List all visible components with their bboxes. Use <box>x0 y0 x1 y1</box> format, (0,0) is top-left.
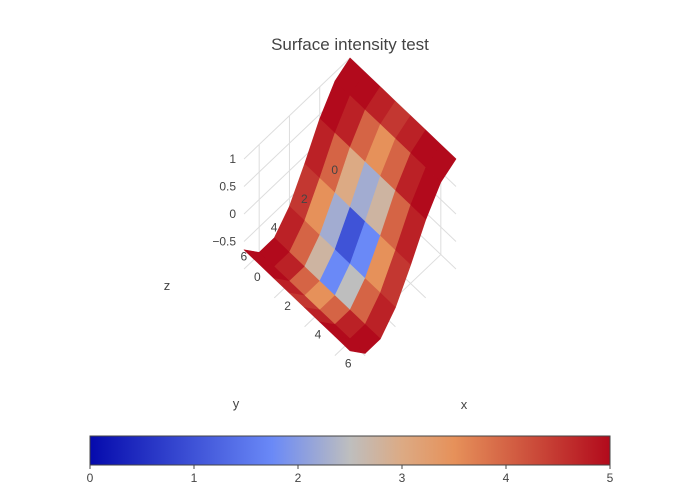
x-tick-label: 6 <box>345 357 352 371</box>
colorbar-tick-label: 0 <box>87 471 94 485</box>
y-axis-title: y <box>233 396 240 411</box>
y-tick-label: 4 <box>271 221 278 235</box>
y-tick-label: 6 <box>240 250 247 264</box>
surface-plot[interactable] <box>243 57 457 354</box>
colorbar-tick-label: 4 <box>503 471 510 485</box>
y-tick-label: 2 <box>301 192 308 206</box>
y-tick-label: 0 <box>331 163 338 177</box>
x-tick-label: 0 <box>254 270 261 284</box>
colorbar-frame <box>89 435 611 466</box>
chart-title: Surface intensity test <box>271 35 429 54</box>
x-tick-label: 2 <box>284 299 291 313</box>
colorbar-fill <box>90 436 610 465</box>
colorbar-tick-label: 2 <box>295 471 302 485</box>
z-axis-title: z <box>164 278 171 293</box>
colorbar-ticks: 0 1 2 3 4 5 <box>87 465 614 485</box>
surface-cell <box>334 335 366 354</box>
z-grid-line <box>243 57 351 160</box>
colorbar-tick-label: 5 <box>607 471 614 485</box>
z-tick-label: 1 <box>229 152 236 166</box>
colorbar-tick-label: 1 <box>191 471 198 485</box>
z-tick-label: 0.5 <box>219 180 236 194</box>
z-tick-label: −0.5 <box>212 235 236 249</box>
x-axis-title: x <box>461 397 468 412</box>
z-tick-label: 0 <box>229 207 236 221</box>
x-tick-label: 4 <box>315 328 322 342</box>
colorbar: 0 1 2 3 4 5 <box>87 435 614 485</box>
colorbar-tick-label: 3 <box>399 471 406 485</box>
